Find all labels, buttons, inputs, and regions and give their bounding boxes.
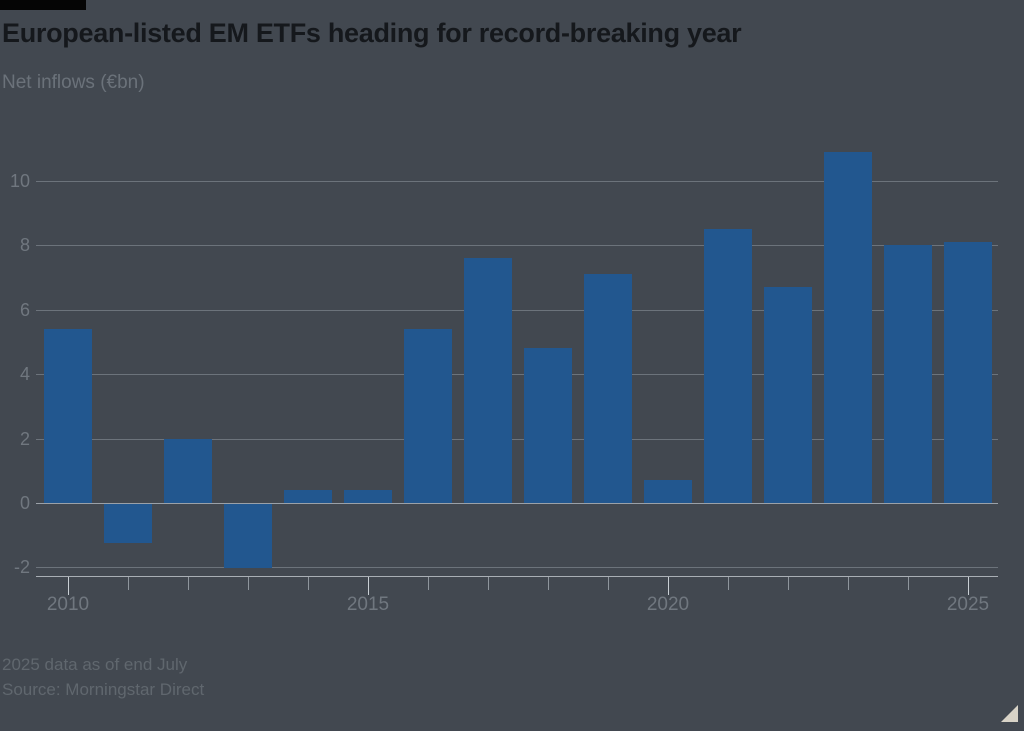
x-tick-2024 [908, 577, 909, 590]
y-axis-label-8: 8 [19, 235, 30, 255]
gridline-8 [36, 245, 998, 246]
y-axis-label--2: -2 [13, 557, 30, 577]
chart-title: European-listed EM ETFs heading for reco… [2, 18, 742, 48]
x-tick-2016 [428, 577, 429, 590]
chart-subtitle: Net inflows (€bn) [2, 72, 145, 93]
x-axis-line [36, 576, 998, 577]
bar-2016 [404, 329, 452, 503]
x-tick-2014 [308, 577, 309, 590]
y-axis-label-0: 0 [19, 493, 30, 513]
x-tick-2018 [548, 577, 549, 590]
y-axis-label-10: 10 [9, 171, 30, 191]
y-axis-label-4: 4 [19, 364, 30, 384]
gridline-4 [36, 374, 998, 375]
x-tick-2022 [788, 577, 789, 590]
bar-2017 [464, 258, 512, 503]
x-axis-label-2015: 2015 [346, 594, 390, 615]
gridline--2 [36, 567, 998, 568]
gridline-10 [36, 181, 998, 182]
footnote: 2025 data as of end July [2, 655, 188, 674]
bar-2013 [224, 504, 272, 568]
bar-2023 [824, 152, 872, 503]
gridline-2 [36, 439, 998, 440]
x-axis-label-2025: 2025 [946, 594, 990, 615]
bar-2020 [644, 480, 692, 503]
x-tick-2021 [728, 577, 729, 590]
y-axis-label-2: 2 [19, 429, 30, 449]
x-tick-2011 [128, 577, 129, 590]
gridline-6 [36, 310, 998, 311]
x-tick-2025 [968, 577, 969, 595]
bar-2025 [944, 242, 992, 503]
x-tick-2012 [188, 577, 189, 590]
bar-2014 [284, 490, 332, 503]
source-credit: Source: Morningstar Direct [2, 680, 205, 699]
y-axis-label-6: 6 [19, 300, 30, 320]
bar-2011 [104, 504, 152, 543]
x-axis-label-2010: 2010 [46, 594, 90, 615]
bar-2010 [44, 329, 92, 503]
ft-brand-bar [0, 0, 86, 10]
x-tick-2013 [248, 577, 249, 590]
x-axis-label-2020: 2020 [646, 594, 690, 615]
x-tick-2020 [668, 577, 669, 595]
x-tick-2019 [608, 577, 609, 590]
bar-2012 [164, 439, 212, 503]
x-tick-2010 [68, 577, 69, 595]
zero-line [36, 503, 998, 504]
x-tick-2015 [368, 577, 369, 595]
resize-handle-icon[interactable] [1001, 705, 1018, 722]
bar-2015 [344, 490, 392, 503]
bar-2022 [764, 287, 812, 503]
bar-2019 [584, 274, 632, 503]
bar-2021 [704, 229, 752, 503]
bar-2024 [884, 245, 932, 503]
x-tick-2023 [848, 577, 849, 590]
x-tick-2017 [488, 577, 489, 590]
bar-2018 [524, 348, 572, 503]
